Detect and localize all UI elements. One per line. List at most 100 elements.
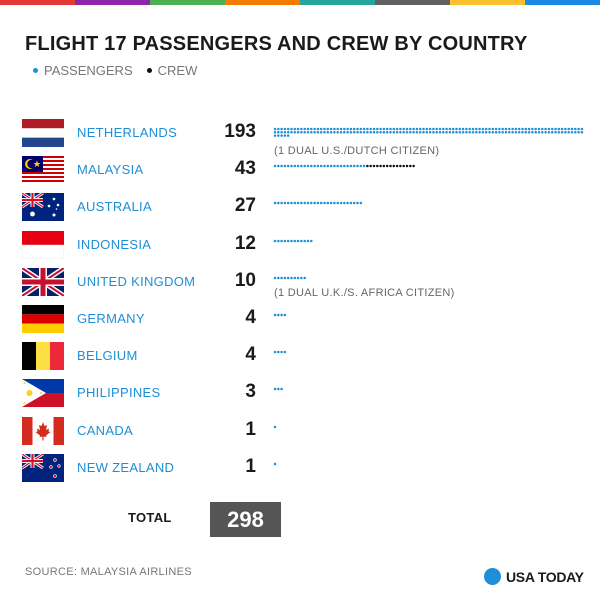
passenger-dot: [514, 131, 518, 134]
passenger-dot: [316, 127, 320, 131]
passenger-dot: [277, 350, 280, 354]
passenger-dot: [498, 127, 501, 131]
source-note: SOURCE: MALAYSIA AIRLINES: [25, 566, 192, 578]
country-label: BELGIUM: [77, 348, 138, 364]
passenger-dot: [418, 131, 422, 134]
passenger-dot: [343, 131, 346, 134]
passenger-dot: [273, 239, 277, 242]
passenger-dot: [465, 127, 468, 131]
passenger-dot: [438, 131, 442, 134]
passenger-dot: [336, 164, 339, 168]
count-label: 4: [245, 307, 256, 328]
passenger-dot: [570, 131, 574, 134]
passenger-dot: [458, 127, 462, 131]
passenger-dot: [432, 131, 435, 134]
passenger-dot: [283, 127, 287, 131]
passenger-dot: [382, 131, 386, 134]
passenger-dot: [277, 131, 280, 134]
passenger-dot: [346, 127, 349, 131]
passenger-dot: [326, 164, 330, 168]
crew-dot: [405, 164, 409, 168]
passenger-dot: [471, 131, 475, 134]
passenger-dot: [286, 134, 290, 137]
passenger-dot: [405, 131, 409, 134]
passenger-dot: [570, 127, 574, 131]
passenger-dot: [313, 131, 316, 134]
passenger-dot: [448, 131, 452, 134]
passenger-dot: [296, 127, 300, 131]
count-label: 43: [234, 158, 256, 180]
passenger-dot: [296, 202, 300, 205]
dot-bar: [273, 313, 287, 317]
passenger-dot: [356, 202, 359, 205]
passenger-dot: [494, 127, 498, 131]
passenger-dot: [283, 131, 287, 134]
legend-crew-label: CREW: [157, 63, 198, 78]
top-bar-segment: [375, 0, 450, 5]
passenger-dot: [395, 127, 399, 131]
passenger-dot: [458, 131, 462, 134]
passenger-dot: [422, 127, 425, 131]
passenger-dot: [379, 127, 382, 131]
passenger-dot: [491, 131, 495, 134]
legend-crew: CREW: [146, 63, 198, 78]
passenger-dot: [531, 127, 534, 131]
passenger-dot: [577, 131, 580, 134]
passenger-dot: [319, 127, 323, 131]
philippines-flag: [22, 379, 64, 408]
passenger-dot: [405, 127, 409, 131]
passenger-dot: [544, 127, 547, 131]
passenger-dot: [310, 239, 313, 242]
top-bar-segment: [75, 0, 150, 5]
passenger-dot: [346, 202, 349, 205]
passenger-dot: [339, 164, 343, 168]
dot-bar: [273, 239, 313, 242]
passenger-dot: [395, 131, 399, 134]
passenger-dot: [435, 127, 438, 131]
passenger-dot: [432, 127, 435, 131]
passenger-dot: [277, 127, 280, 131]
passenger-dot: [319, 131, 323, 134]
passenger-dot: [273, 134, 277, 137]
passenger-dot: [326, 127, 330, 131]
passenger-dot: [313, 202, 316, 205]
passenger-dot: [280, 239, 283, 242]
passenger-dot: [481, 131, 485, 134]
passenger-dot: [277, 313, 280, 317]
passenger-dot: [442, 131, 445, 134]
passenger-dot: [560, 127, 564, 131]
passenger-dot: [303, 164, 306, 168]
passenger-dot: [316, 131, 320, 134]
passenger-dot: [286, 131, 290, 134]
passenger-dot: [343, 127, 346, 131]
passenger-dot: [521, 131, 524, 134]
passenger-dot: [300, 276, 303, 280]
passenger-dot: [534, 127, 537, 131]
passenger-dot: [333, 164, 336, 168]
passenger-dot: [280, 127, 283, 131]
passenger-dot: [296, 239, 300, 242]
passenger-dot-icon: [33, 68, 38, 73]
passenger-dot: [273, 313, 277, 317]
passenger-dot: [300, 131, 303, 134]
passenger-dot: [283, 276, 287, 280]
passenger-dot: [300, 239, 303, 242]
passenger-dot: [277, 134, 280, 137]
country-row: AUSTRALIA 27: [0, 193, 600, 230]
count-label: 27: [234, 195, 256, 217]
indonesia-flag: [22, 230, 64, 259]
chart-title: FLIGHT 17 PASSENGERS AND CREW BY COUNTRY: [25, 33, 528, 55]
passenger-dot: [306, 127, 310, 131]
passenger-dot: [343, 164, 346, 168]
passenger-dot: [451, 131, 455, 134]
passenger-dot: [313, 127, 316, 131]
passenger-dot: [508, 127, 511, 131]
passenger-dot: [349, 202, 353, 205]
passenger-dot: [336, 131, 339, 134]
passenger-dot: [280, 388, 283, 391]
passenger-dot: [280, 350, 283, 354]
passenger-dot: [481, 127, 485, 131]
passenger-dot: [461, 131, 465, 134]
passenger-dot: [399, 127, 402, 131]
passenger-dot: [300, 127, 303, 131]
